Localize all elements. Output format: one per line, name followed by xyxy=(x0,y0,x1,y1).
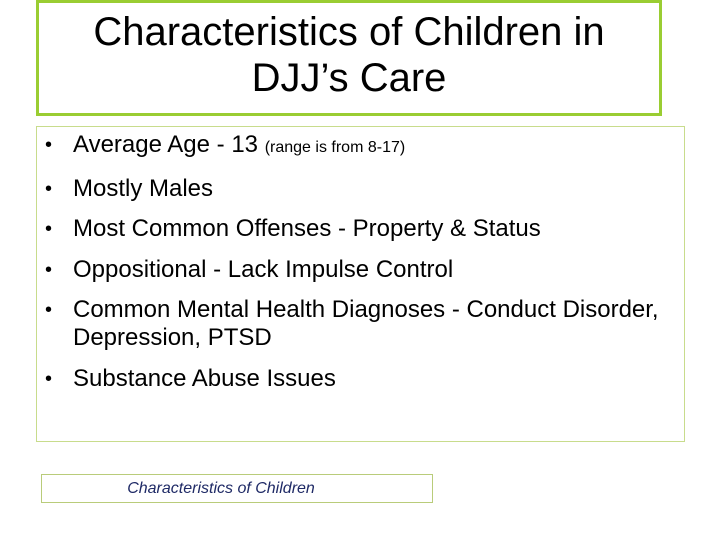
bullet-content-box: • Average Age - 13 (range is from 8-17) … xyxy=(36,126,685,442)
bullet-text: Substance Abuse Issues xyxy=(73,364,336,392)
slide-title-box: Characteristics of Children in DJJ’s Car… xyxy=(36,0,662,116)
bullet-text: Common Mental Health Diagnoses - Conduct… xyxy=(73,296,659,351)
bullet-icon: • xyxy=(45,177,53,200)
bullet-text: Average Age - 13 xyxy=(73,131,265,158)
bullet-item-offenses: • Most Common Offenses - Property & Stat… xyxy=(37,215,677,243)
slide-title-line-1: Characteristics of Children in xyxy=(93,10,605,54)
slide-title: Characteristics of Children in DJJ’s Car… xyxy=(73,9,624,101)
bullet-icon: • xyxy=(45,258,53,281)
bullet-item-oppositional: • Oppositional - Lack Impulse Control xyxy=(37,256,677,284)
footer-text: Characteristics of Children xyxy=(127,480,315,497)
bullet-text: Mostly Males xyxy=(73,174,214,202)
bullet-icon: • xyxy=(45,134,53,156)
footer-box: Characteristics of Children xyxy=(41,474,433,503)
bullet-list: • Average Age - 13 (range is from 8-17) … xyxy=(37,131,677,405)
bullet-icon: • xyxy=(45,367,53,390)
bullet-subtext: (range is from 8-17) xyxy=(264,139,406,156)
bullet-item-substance-abuse: • Substance Abuse Issues xyxy=(37,365,677,393)
bullet-item-mostly-males: • Mostly Males xyxy=(37,175,677,203)
bullet-text: Oppositional - Lack Impulse Control xyxy=(73,255,454,283)
bullet-item-average-age: • Average Age - 13 (range is from 8-17) xyxy=(37,131,677,162)
bullet-text: Most Common Offenses - Property & Status xyxy=(73,215,541,242)
bullet-item-diagnoses: • Common Mental Health Diagnoses - Condu… xyxy=(37,296,677,352)
bullet-icon: • xyxy=(45,299,53,321)
bullet-icon: • xyxy=(45,218,53,240)
slide-title-line-2: DJJ’s Care xyxy=(251,56,447,100)
